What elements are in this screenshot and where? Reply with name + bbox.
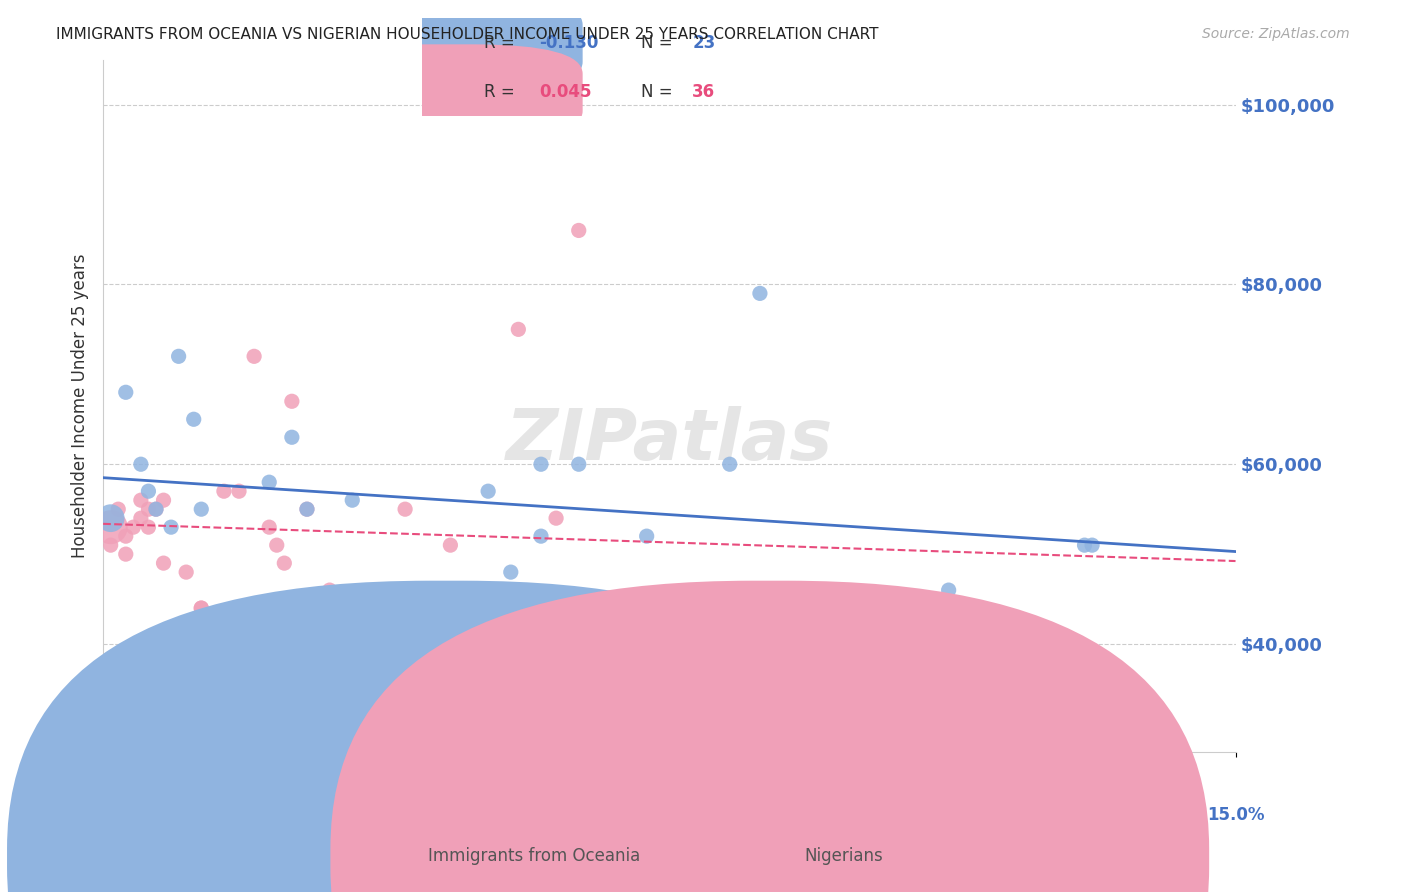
Point: [718, 457, 741, 471]
Point: [508, 322, 530, 336]
Point: [129, 493, 152, 508]
Point: [1073, 538, 1095, 552]
Point: [530, 457, 553, 471]
Point: [100, 511, 122, 525]
FancyBboxPatch shape: [319, 0, 582, 92]
Text: R =: R =: [484, 84, 520, 102]
Point: [114, 529, 136, 543]
Text: 0.0%: 0.0%: [80, 805, 127, 824]
Point: [281, 430, 304, 444]
Point: [281, 394, 304, 409]
Point: [152, 493, 174, 508]
Point: [530, 529, 553, 543]
Point: [568, 457, 591, 471]
Text: -0.130: -0.130: [538, 35, 598, 53]
Point: [349, 673, 371, 687]
Point: [477, 484, 499, 499]
Text: Source: ZipAtlas.com: Source: ZipAtlas.com: [1202, 27, 1350, 41]
Point: [114, 385, 136, 400]
Point: [342, 493, 364, 508]
Point: [620, 691, 643, 706]
Point: [228, 484, 250, 499]
Point: [938, 583, 960, 598]
Point: [884, 601, 907, 615]
Point: [295, 502, 318, 516]
Point: [183, 412, 205, 426]
Point: [394, 502, 416, 516]
Point: [546, 511, 568, 525]
Point: [568, 223, 591, 237]
Point: [266, 538, 288, 552]
Point: [100, 538, 122, 552]
Point: [356, 691, 378, 706]
Point: [568, 664, 591, 678]
Point: [333, 610, 356, 624]
Y-axis label: Householder Income Under 25 years: Householder Income Under 25 years: [72, 253, 89, 558]
Point: [122, 520, 145, 534]
Text: 36: 36: [692, 84, 716, 102]
Point: [145, 502, 167, 516]
Point: [174, 565, 197, 579]
Point: [160, 520, 183, 534]
Text: IMMIGRANTS FROM OCEANIA VS NIGERIAN HOUSEHOLDER INCOME UNDER 25 YEARS CORRELATIO: IMMIGRANTS FROM OCEANIA VS NIGERIAN HOUS…: [56, 27, 879, 42]
Point: [107, 502, 129, 516]
Point: [470, 583, 492, 598]
Point: [257, 520, 280, 534]
Text: 23: 23: [692, 35, 716, 53]
Point: [636, 529, 658, 543]
FancyBboxPatch shape: [319, 45, 582, 140]
Point: [145, 502, 167, 516]
Point: [190, 502, 212, 516]
Legend: Immigrants from Oceania, Nigerians: Immigrants from Oceania, Nigerians: [391, 69, 676, 136]
Point: [138, 502, 160, 516]
Point: [138, 484, 160, 499]
Text: ZIPatlas: ZIPatlas: [506, 406, 832, 475]
Text: N =: N =: [641, 84, 678, 102]
Point: [439, 538, 461, 552]
Point: [114, 547, 136, 561]
Point: [568, 673, 591, 687]
Point: [273, 556, 295, 570]
Point: [295, 502, 318, 516]
Point: [257, 475, 280, 490]
Text: Nigerians: Nigerians: [804, 847, 883, 865]
Point: [190, 601, 212, 615]
Text: 0.045: 0.045: [538, 84, 592, 102]
Point: [748, 286, 770, 301]
Point: [100, 520, 122, 534]
Text: R =: R =: [484, 35, 520, 53]
Point: [243, 349, 266, 363]
Point: [1081, 538, 1104, 552]
Point: [152, 556, 174, 570]
Point: [129, 457, 152, 471]
Point: [499, 565, 522, 579]
Point: [167, 349, 190, 363]
Point: [190, 601, 212, 615]
Text: Immigrants from Oceania: Immigrants from Oceania: [429, 847, 640, 865]
Text: 15.0%: 15.0%: [1206, 805, 1264, 824]
Point: [318, 583, 340, 598]
Text: N =: N =: [641, 35, 678, 53]
Point: [129, 511, 152, 525]
Point: [138, 520, 160, 534]
Point: [212, 484, 235, 499]
